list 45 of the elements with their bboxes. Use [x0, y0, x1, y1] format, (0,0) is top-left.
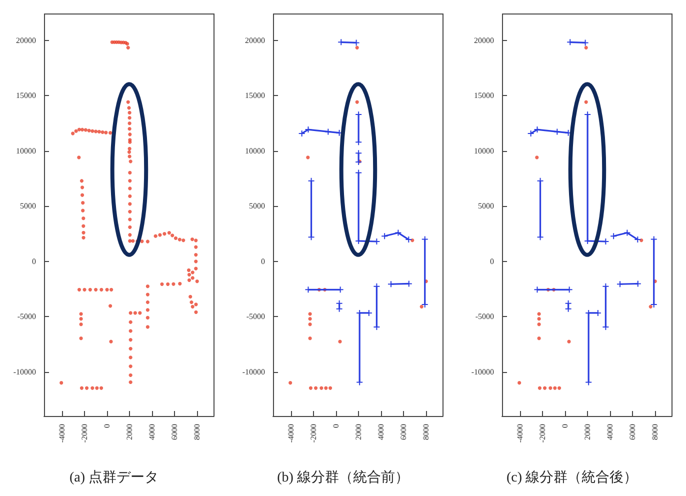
y-tick-label: 0	[261, 256, 265, 266]
y-tick-label: 0	[490, 256, 494, 266]
y-tick-label: 15000	[245, 91, 265, 100]
x-tick-label: -4000	[516, 424, 525, 443]
x-tick-label: -2000	[80, 424, 90, 443]
y-tick-label: -10000	[13, 367, 36, 376]
y-tick-label: -5000	[17, 312, 36, 322]
x-tick-label: 6000	[399, 424, 408, 440]
x-tick-label: 2000	[125, 424, 134, 440]
x-tick-label: 4000	[606, 424, 615, 440]
y-tick-label: 10000	[245, 146, 265, 156]
y-tick-label: 15000	[16, 91, 36, 100]
y-tick-label: 5000	[20, 202, 36, 211]
x-tick-label: 2000	[583, 424, 592, 440]
y-tick-label: 20000	[245, 36, 265, 46]
text: (a) 点群データ	[69, 470, 159, 486]
x-tick-label: 0	[332, 424, 341, 428]
x-tick-label: -4000	[286, 424, 296, 443]
x-tick-label: -2000	[309, 424, 318, 443]
y-tick-label: -5000	[475, 312, 494, 322]
x-tick-label: 8000	[650, 424, 660, 440]
y-tick-label: 20000	[474, 36, 494, 46]
y-tick-label: 5000	[478, 202, 494, 211]
x-tick-label: 6000	[628, 424, 638, 440]
y-tick-label: 10000	[474, 146, 494, 156]
y-tick-label: 10000	[16, 146, 36, 156]
x-tick-label: 8000	[422, 424, 431, 440]
x-tick-label: 0	[560, 424, 570, 428]
y-tick-label: 5000	[249, 202, 265, 211]
x-tick-label: -4000	[58, 424, 67, 443]
y-tick-label: -5000	[246, 312, 265, 322]
x-tick-label: 2000	[354, 424, 364, 440]
text: (c) 線分群（統合後）	[506, 470, 638, 486]
x-tick-label: 0	[102, 424, 112, 428]
y-tick-label: 20000	[16, 36, 36, 46]
x-tick-label: 4000	[376, 424, 386, 440]
y-tick-label: 15000	[474, 91, 494, 100]
x-tick-label: 6000	[170, 424, 180, 440]
y-tick-label: -10000	[242, 367, 265, 376]
y-tick-label: -10000	[471, 367, 494, 376]
x-tick-label: 8000	[192, 424, 202, 440]
text: (b) 線分群（統合前）	[277, 470, 409, 486]
x-tick-label: -2000	[538, 424, 548, 443]
x-tick-label: 4000	[148, 424, 157, 440]
y-tick-label: 0	[32, 256, 36, 266]
